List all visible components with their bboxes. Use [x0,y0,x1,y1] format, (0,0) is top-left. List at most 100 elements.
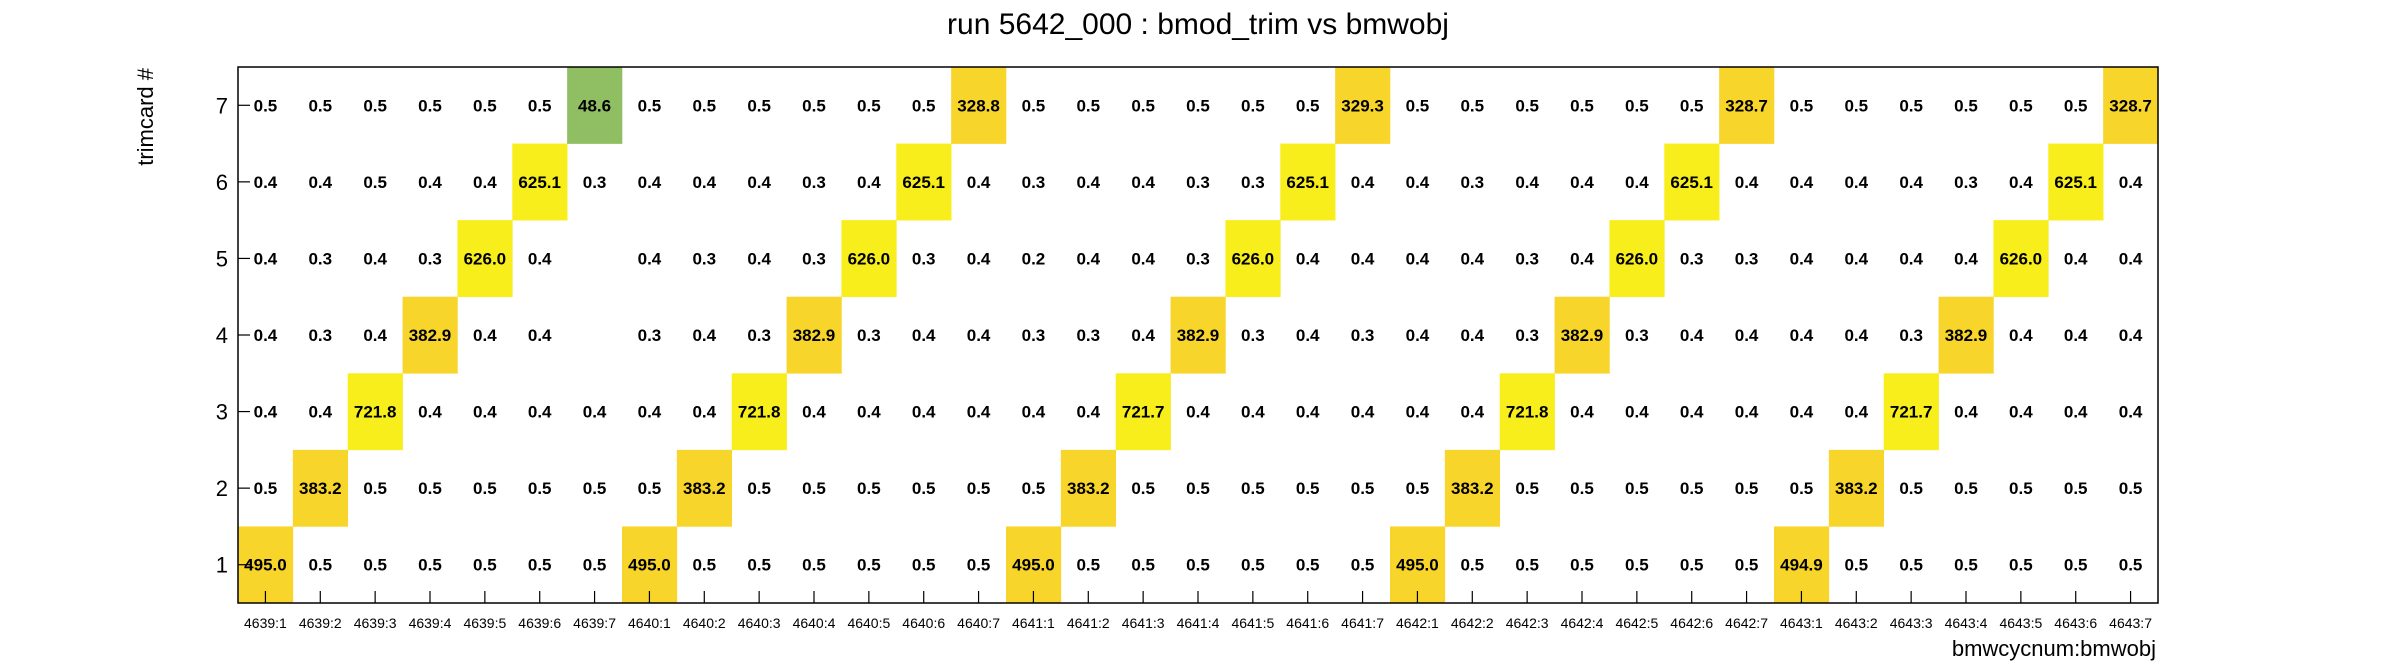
cell-value-label: 0.5 [1735,479,1759,498]
cell-value-label: 494.9 [1780,556,1823,575]
y-axis: 1 2 3 4 5 6 7 [216,93,250,578]
cell-value-label: 0.5 [2064,96,2088,115]
cell-value-label: 0.5 [1680,479,1704,498]
cell-value-label: 721.7 [1122,403,1165,422]
cell-value-label: 0.5 [747,96,771,115]
cell-value-label: 383.2 [683,479,726,498]
cell-value-label: 0.4 [528,326,552,345]
y-tick-label: 7 [216,93,228,118]
cell-value-label: 0.4 [473,403,497,422]
cell-value-label: 0.5 [857,479,881,498]
cell-value-label: 0.5 [1186,556,1210,575]
cell-labels: 495.0 0.5 0.5 0.5 0.5 0.5 0.5 495.0 0.5 0.5 0.5 0.5… [244,96,2152,574]
cell-value-label: 0.5 [1241,479,1265,498]
cell-value-label: 0.5 [1954,556,1978,575]
cell-value-label: 0.4 [1735,173,1759,192]
x-tick-label: 4640:7 [957,615,1000,631]
cell-value-label: 383.2 [299,479,342,498]
cell-value-label: 626.0 [848,249,891,268]
cell-value-label: 0.5 [1022,479,1046,498]
x-tick-label: 4639:5 [463,615,506,631]
heatmap-cell [1883,373,1939,451]
cell-value-label: 0.5 [1790,96,1814,115]
cell-value-label: 0.5 [1460,556,1484,575]
x-axis: 4639:1 4639:2 4639:3 4639:4 4639:5 4639:6 4639… [244,591,2152,631]
x-tick-label: 4642:2 [1451,615,1494,631]
cell-value-label: 0.4 [967,173,991,192]
cell-value-label: 0.4 [1351,173,1375,192]
y-tick-label: 3 [216,400,228,425]
cell-value-label: 0.4 [308,173,332,192]
cell-value-label: 0.5 [363,556,387,575]
cell-value-label: 0.4 [1899,173,1923,192]
cell-value-label: 0.3 [418,249,442,268]
cell-value-label: 721.8 [1506,403,1549,422]
cell-value-label: 0.5 [1954,96,1978,115]
cell-value-label: 0.3 [1076,326,1100,345]
x-tick-label: 4641:7 [1341,615,1384,631]
cell-value-label: 0.3 [638,326,662,345]
heatmap-cell [347,373,403,451]
heatmap-cell [841,220,897,298]
cell-value-label: 0.4 [254,403,278,422]
cell-value-label: 0.5 [363,96,387,115]
cell-value-label: 0.4 [1296,403,1320,422]
x-tick-label: 4639:3 [354,615,397,631]
cell-value-label: 0.5 [363,173,387,192]
cell-value-label: 0.5 [2009,96,2033,115]
cell-value-label: 0.3 [1186,173,1210,192]
y-tick-label: 1 [216,553,228,578]
cell-value-label: 0.5 [1899,556,1923,575]
cell-value-label: 383.2 [1067,479,1110,498]
heatmap-cells [238,67,2159,604]
cell-value-label: 0.4 [1406,326,1430,345]
cell-value-label: 625.1 [1670,173,1713,192]
cell-value-label: 383.2 [1451,479,1494,498]
cell-value-label: 48.6 [578,96,611,115]
cell-value-label: 0.4 [583,403,607,422]
cell-value-label: 0.4 [473,326,497,345]
cell-value-label: 0.4 [802,403,826,422]
cell-value-label: 0.5 [1680,96,1704,115]
cell-value-label: 0.4 [2064,403,2088,422]
cell-value-label: 0.5 [1515,96,1539,115]
cell-value-label: 0.3 [583,173,607,192]
cell-value-label: 0.5 [1625,479,1649,498]
heatmap-cell [1664,143,1720,221]
cell-value-label: 0.3 [692,249,716,268]
x-tick-label: 4641:1 [1012,615,1055,631]
cell-value-label: 0.5 [473,96,497,115]
heatmap-cell [731,373,787,451]
cell-value-label: 0.5 [1844,556,1868,575]
x-tick-label: 4641:3 [1122,615,1165,631]
cell-value-label: 495.0 [244,556,287,575]
cell-value-label: 721.8 [738,403,781,422]
cell-value-label: 0.5 [1460,96,1484,115]
cell-value-label: 0.4 [473,173,497,192]
x-tick-label: 4642:4 [1561,615,1604,631]
cell-value-label: 0.5 [1515,479,1539,498]
cell-value-label: 0.4 [418,173,442,192]
cell-value-label: 0.4 [1406,173,1430,192]
cell-value-label: 0.3 [1735,249,1759,268]
cell-value-label: 0.4 [1076,249,1100,268]
heatmap-cell [1170,296,1226,374]
heatmap-cell [1390,526,1446,604]
cell-value-label: 0.4 [1735,403,1759,422]
cell-value-label: 0.5 [1515,556,1539,575]
cell-value-label: 0.4 [967,403,991,422]
x-tick-label: 4642:6 [1670,615,1713,631]
cell-value-label: 0.4 [1570,403,1594,422]
cell-value-label: 0.5 [802,479,826,498]
y-axis-title: trimcard # [133,67,158,166]
x-tick-label: 4639:6 [518,615,561,631]
cell-value-label: 0.3 [308,249,332,268]
cell-value-label: 0.5 [1954,479,1978,498]
cell-value-label: 495.0 [1012,556,1055,575]
cell-value-label: 0.3 [1241,326,1265,345]
cell-value-label: 0.4 [1570,249,1594,268]
cell-value-label: 721.8 [354,403,397,422]
cell-value-label: 0.4 [1076,173,1100,192]
x-tick-label: 4643:7 [2109,615,2152,631]
cell-value-label: 0.5 [1735,556,1759,575]
